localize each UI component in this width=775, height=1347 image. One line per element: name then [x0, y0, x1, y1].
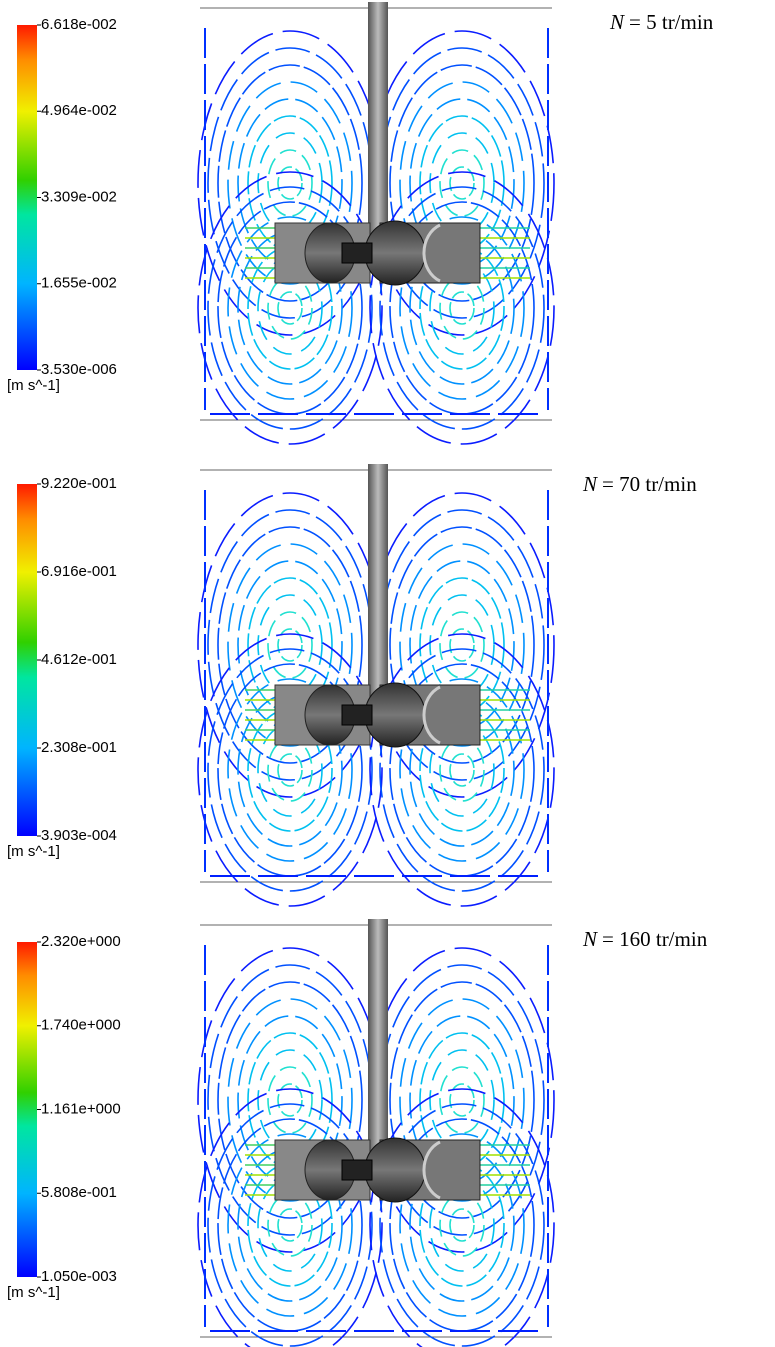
colorbar-tick-label: 6.618e-002 [41, 16, 117, 33]
colorbar-unit: [m s^-1] [7, 1284, 60, 1301]
colorbar-tick-label: 1.050e-003 [41, 1268, 117, 1285]
page: 6.618e-002 4.964e-002 3.309e-002 1.655e-002… [0, 0, 775, 1347]
streamline [370, 31, 554, 335]
streamline [450, 1209, 474, 1241]
panel: 2.320e+000 1.740e+000 1.161e+000 5.808e-001… [7, 919, 708, 1347]
impeller-axle [342, 1160, 372, 1180]
streamline [268, 739, 312, 801]
colorbar-unit: [m s^-1] [7, 843, 60, 860]
colorbar-tick-label: 2.320e+000 [41, 933, 121, 950]
colorbar-tick-label: 2.308e-001 [41, 739, 117, 756]
shaft [368, 2, 388, 247]
colorbar [17, 942, 37, 1277]
streamline [198, 634, 382, 906]
impeller-hub [365, 683, 425, 747]
colorbar-tick-label: 3.903e-004 [41, 827, 117, 844]
colorbar-tick-label: 1.740e+000 [41, 1017, 121, 1034]
colorbar [17, 484, 37, 836]
streamline [450, 754, 474, 786]
colorbar-tick-label: 1.161e+000 [41, 1100, 121, 1117]
speed-symbol: N [609, 10, 625, 34]
colorbar-tick-label: 6.916e-001 [41, 563, 117, 580]
streamline [198, 31, 382, 335]
streamline [278, 1209, 302, 1241]
colorbar-tick-label: 4.964e-002 [41, 102, 117, 119]
speed-text: = 70 tr/min [602, 472, 697, 496]
speed-text: = 160 tr/min [602, 927, 708, 951]
streamline [440, 277, 484, 339]
streamline [440, 612, 484, 678]
colorbar-unit: [m s^-1] [7, 377, 60, 394]
streamline [440, 739, 484, 801]
impeller-axle [342, 705, 372, 725]
impeller-axle [342, 243, 372, 263]
panel: 6.618e-002 4.964e-002 3.309e-002 1.655e-002… [7, 2, 714, 444]
streamline [198, 493, 382, 797]
speed-label: N= 160 tr/min [582, 927, 708, 951]
speed-symbol: N [582, 927, 598, 951]
speed-label: N= 5 tr/min [609, 10, 714, 34]
colorbar [17, 25, 37, 370]
streamline [198, 172, 382, 444]
streamline [370, 634, 554, 906]
speed-label: N= 70 tr/min [582, 472, 697, 496]
colorbar-tick-label: 5.808e-001 [41, 1184, 117, 1201]
impeller-hub [365, 1138, 425, 1202]
colorbar-tick-label: 3.530e-006 [41, 361, 117, 378]
speed-symbol: N [582, 472, 598, 496]
streamline [278, 292, 302, 324]
streamline [440, 1067, 484, 1133]
streamline [370, 948, 554, 1252]
colorbar-tick-label: 4.612e-001 [41, 651, 117, 668]
colorbar-tick-label: 1.655e-002 [41, 275, 117, 292]
streamline [370, 172, 554, 444]
streamline [278, 754, 302, 786]
shaft [368, 919, 388, 1164]
streamline [268, 1067, 312, 1133]
streamline [370, 493, 554, 797]
impeller-hub [365, 221, 425, 285]
streamline [440, 150, 484, 216]
colorbar-tick-label: 3.309e-002 [41, 188, 117, 205]
streamline [198, 948, 382, 1252]
streamline [268, 612, 312, 678]
shaft [368, 464, 388, 709]
panel: 9.220e-001 6.916e-001 4.612e-001 2.308e-001… [7, 464, 697, 906]
streamline [450, 292, 474, 324]
streamline [268, 277, 312, 339]
streamline [440, 1194, 484, 1256]
speed-text: = 5 tr/min [629, 10, 714, 34]
figure: 6.618e-002 4.964e-002 3.309e-002 1.655e-002… [0, 0, 775, 1347]
colorbar-tick-label: 9.220e-001 [41, 475, 117, 492]
streamline [268, 150, 312, 216]
streamline [268, 1194, 312, 1256]
